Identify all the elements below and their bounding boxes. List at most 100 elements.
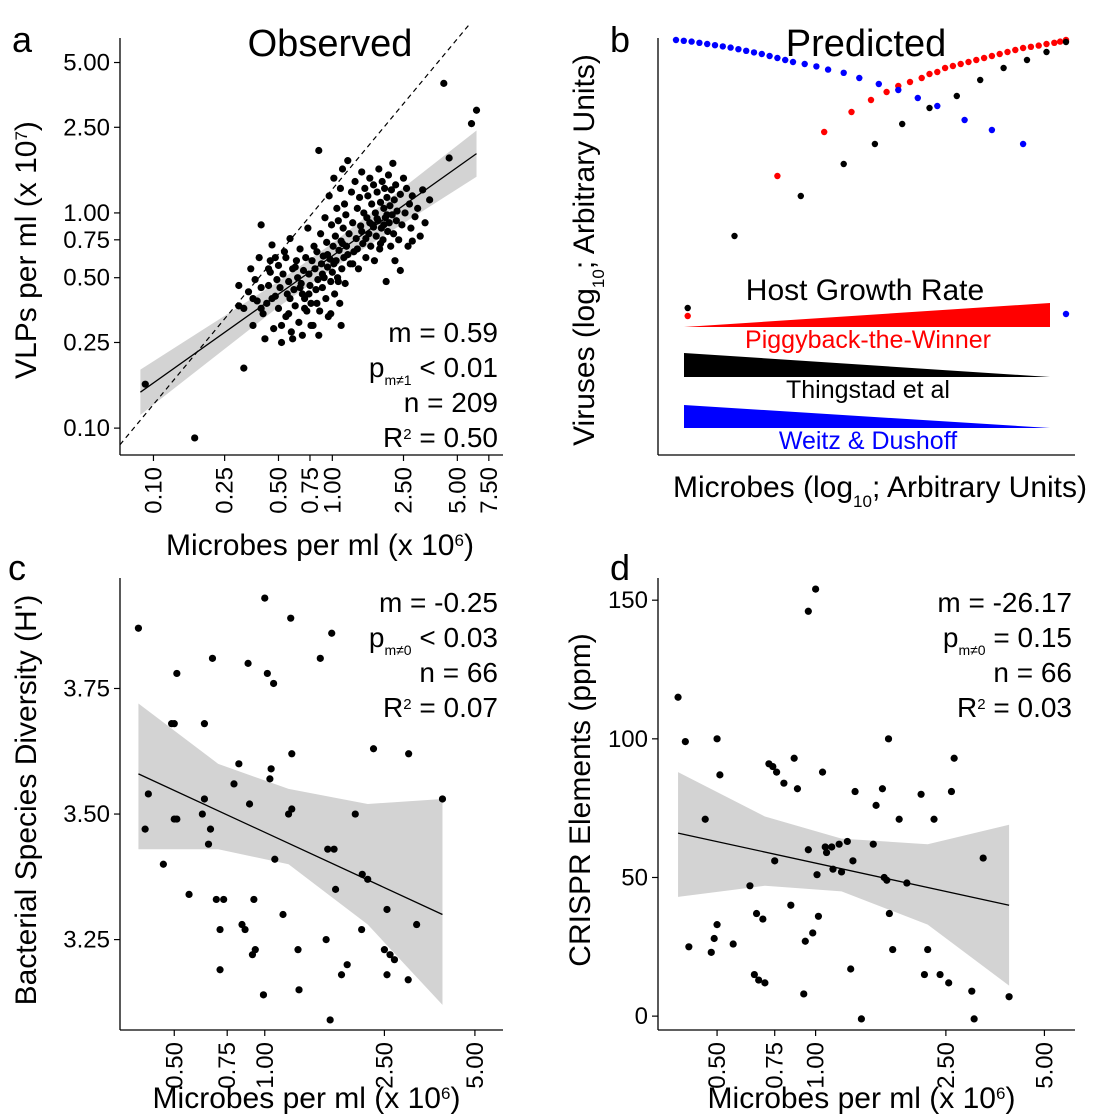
panel-d-y-tick-label: 150 — [608, 587, 648, 614]
panel-a-point — [407, 224, 415, 232]
panel-a-point — [353, 204, 361, 212]
panel-b-point-weitz-dushoff — [824, 66, 832, 73]
panel-b-point-weitz-dushoff — [727, 44, 734, 51]
panel-c-y-label: Bacterial Species Diversity (H') — [10, 595, 43, 1006]
panel-d-point — [968, 987, 976, 995]
panel-a-point — [380, 184, 389, 193]
panel-c-point — [328, 629, 336, 637]
panel-c-point — [269, 679, 278, 688]
panel-d-point — [759, 915, 767, 923]
panel-b-point-piggyback-the-winner — [973, 56, 980, 64]
panel-a-point — [382, 277, 390, 286]
panel-d-x-tick-label: 1.00 — [803, 1042, 830, 1089]
panel-a-point — [327, 310, 335, 318]
panel-a-point — [255, 254, 263, 262]
panel-a-point — [301, 304, 309, 313]
panel-a-point — [445, 154, 453, 162]
panel-b-point-weitz-dushoff — [1019, 140, 1027, 148]
panel-a-point — [355, 193, 364, 202]
panel-b-point-piggyback-the-winner — [934, 68, 941, 76]
panel-a-point — [316, 307, 324, 315]
panel-c-point — [250, 895, 258, 904]
panel-d-x-tick-label: 0.50 — [704, 1042, 731, 1089]
panel-a-point — [292, 257, 301, 265]
panel-a-point — [244, 288, 253, 296]
panel-a-x-tick-label: 1.00 — [319, 467, 346, 514]
panel-b-point-piggyback-the-winner — [1035, 42, 1042, 49]
panel-a-point — [274, 261, 283, 270]
panel-a-point — [339, 224, 347, 232]
panel-b-y-label: Viruses (log10; Arbitrary Units) — [568, 54, 608, 446]
panel-b-point-piggyback-the-winner — [926, 70, 933, 78]
panel-a-point — [307, 321, 315, 330]
panel-c-point — [322, 936, 330, 944]
panel-d-point — [950, 754, 958, 762]
panel-b-point-piggyback-the-winner — [965, 58, 972, 66]
panel-d-point — [936, 970, 944, 979]
panel-b-point-weitz-dushoff — [914, 94, 921, 102]
panel-a-point — [270, 325, 278, 333]
panel-b-point-thingstad-et-al — [953, 92, 960, 100]
panel-d-point — [710, 934, 718, 943]
panel-c-x-tick-label: 1.00 — [252, 1042, 279, 1089]
panel-b-point-weitz-dushoff — [856, 74, 863, 82]
panel-d-point — [681, 738, 689, 746]
panel-b-legend-wedge-weitz — [684, 405, 1050, 428]
panel-a-stat-p-subscript: m≠1 — [384, 372, 411, 388]
panel-a-y-label: VLPs per ml (x 107) — [10, 121, 43, 379]
panel-a-point — [399, 174, 408, 182]
panel-d-point — [872, 801, 880, 809]
panel-a-point — [271, 292, 279, 300]
panel-letter-a: a — [12, 19, 33, 60]
panel-c-point — [159, 860, 167, 868]
panel-a-point — [277, 321, 286, 330]
panel-b-point-thingstad-et-al — [871, 140, 879, 148]
panel-c-point — [141, 825, 149, 833]
panel-c-point — [386, 951, 394, 959]
panel-a-point — [467, 120, 476, 128]
panel-b-title: Predicted — [786, 23, 947, 65]
panel-b-y-label-subscript: 10 — [589, 269, 608, 288]
panel-a-point — [257, 304, 265, 313]
panel-c-confidence-band — [138, 703, 443, 1005]
panel-d-x-tick-label: 2.50 — [933, 1042, 960, 1089]
panel-a-x-tick-label: 0.25 — [212, 467, 239, 514]
panel-d-y-label-main: CRISPR Elements (ppm) — [564, 633, 597, 966]
panel-b-point-piggyback-the-winner — [1043, 40, 1050, 48]
panel-a-point — [370, 257, 379, 265]
panel-d-point — [917, 790, 925, 798]
panel-d-point — [857, 1015, 866, 1023]
panel-a-point — [251, 275, 259, 284]
panel-b-x-label: Microbes (log10; Arbitrary Units) — [673, 471, 1087, 511]
panel-b-point-thingstad-et-al — [1062, 38, 1070, 46]
panel-b-point-piggyback-the-winner — [1012, 46, 1019, 54]
panel-b-legend-label-weitz: Weitz & Dushoff — [779, 427, 957, 455]
panel-b-point-piggyback-the-winner — [867, 96, 875, 104]
panel-a-point — [357, 222, 365, 230]
panel-a-point — [306, 281, 314, 290]
panel-c-point — [259, 991, 268, 999]
panel-a-y-tick-label: 2.50 — [63, 114, 110, 141]
panel-c-point — [337, 971, 346, 979]
panel-c-point — [216, 925, 224, 934]
panel-a-point — [383, 211, 391, 219]
panel-c-point — [330, 845, 338, 853]
panel-d-point — [947, 787, 956, 796]
panel-a-point — [366, 174, 374, 182]
panel-d-point — [903, 879, 911, 887]
panel-a-point — [330, 174, 338, 182]
panel-d-point — [750, 970, 758, 979]
panel-a-point — [408, 192, 416, 200]
panel-a-point — [342, 211, 350, 219]
panel-c-point — [383, 905, 391, 914]
panel-c-point — [331, 885, 340, 893]
panel-d-point — [685, 943, 693, 951]
panel-d-point — [920, 970, 929, 979]
panel-a-point — [411, 213, 419, 221]
panel-b-point-piggyback-the-winner — [996, 50, 1003, 58]
panel-b-point-weitz-dushoff — [813, 63, 820, 70]
panel-d-point — [851, 787, 859, 796]
panel-d-point — [769, 762, 777, 771]
panel-d-point — [883, 876, 891, 884]
panel-c-stat-r: R — [383, 692, 403, 723]
